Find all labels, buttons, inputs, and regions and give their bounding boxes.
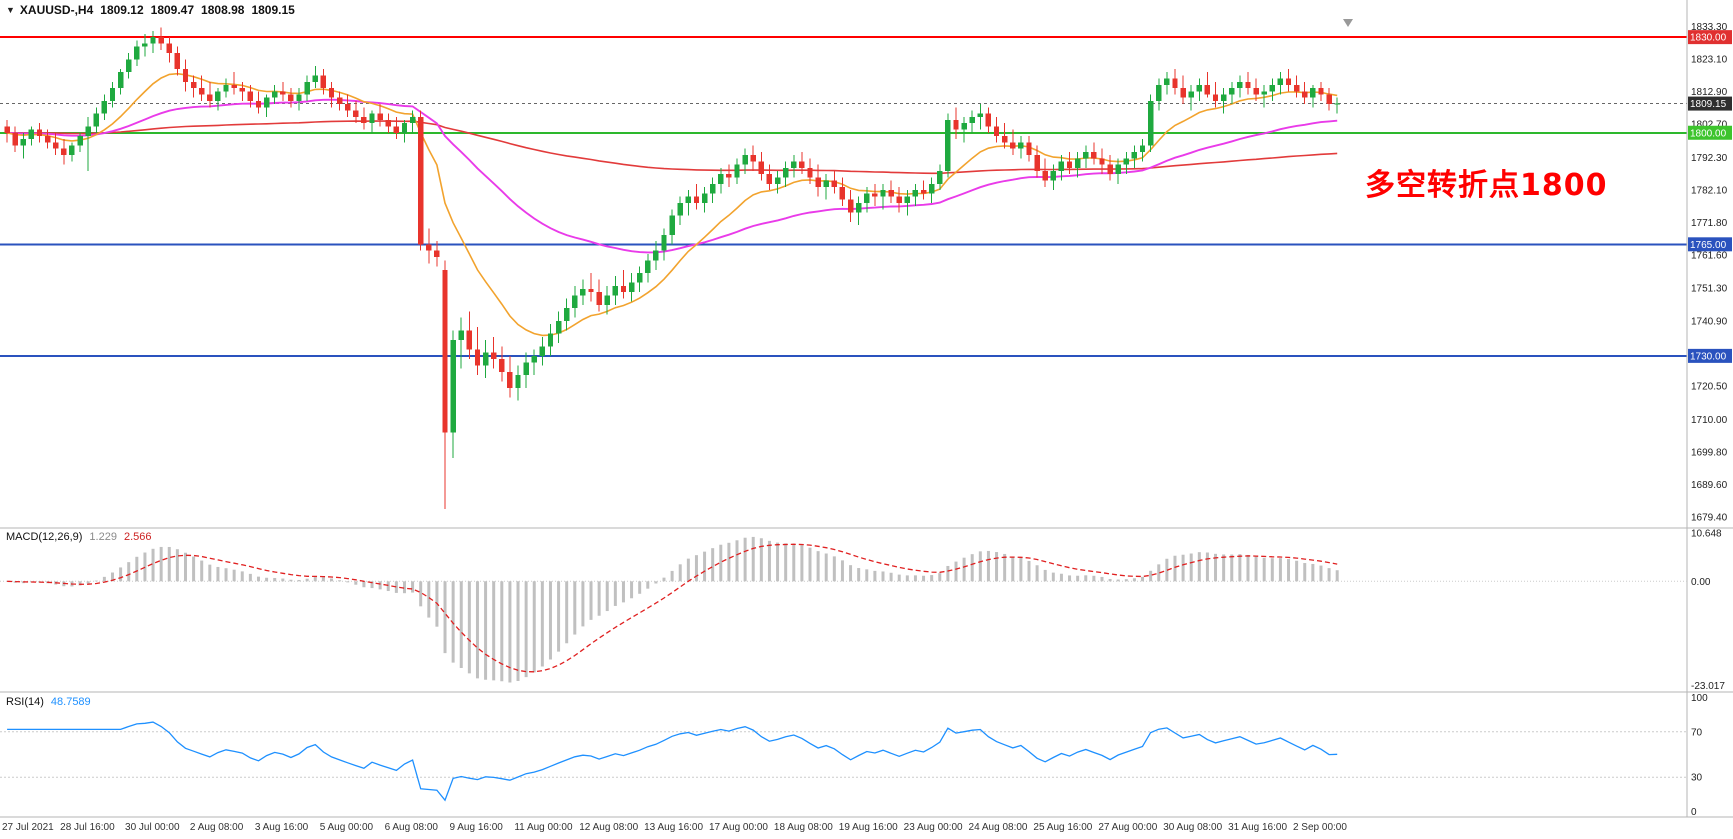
macd-main-value: 1.229 (89, 531, 117, 543)
svg-text:19 Aug 16:00: 19 Aug 16:00 (839, 822, 898, 833)
svg-text:1679.40: 1679.40 (1691, 513, 1728, 524)
svg-text:25 Aug 16:00: 25 Aug 16:00 (1033, 822, 1092, 833)
svg-text:28 Jul 16:00: 28 Jul 16:00 (60, 822, 115, 833)
svg-text:23 Aug 00:00: 23 Aug 00:00 (904, 822, 963, 833)
one-click-trading-toggle[interactable]: ▼ (6, 5, 15, 15)
svg-text:1699.80: 1699.80 (1691, 448, 1728, 459)
rsi-indicator-label: RSI(14) 48.7589 (6, 696, 98, 708)
svg-text:10.648: 10.648 (1691, 529, 1722, 540)
svg-text:30 Aug 08:00: 30 Aug 08:00 (1163, 822, 1222, 833)
price-badge: 1830.00 (1688, 30, 1732, 45)
ohlc-close: 1809.15 (251, 3, 295, 17)
svg-text:13 Aug 16:00: 13 Aug 16:00 (644, 822, 703, 833)
symbol-period-label: XAUUSD-,H4 (19, 3, 94, 17)
rsi-pane[interactable] (0, 721, 1687, 802)
svg-text:2 Aug 08:00: 2 Aug 08:00 (190, 822, 244, 833)
svg-text:17 Aug 00:00: 17 Aug 00:00 (709, 822, 768, 833)
macd-name: MACD(12,26,9) (6, 531, 83, 543)
svg-text:27 Aug 00:00: 27 Aug 00:00 (1098, 822, 1157, 833)
chart-shift-marker[interactable] (1343, 19, 1353, 27)
price-axis[interactable]: 1833.30 1823.10 1812.90 1802.70 1792.30 1782.… (1691, 22, 1728, 818)
price-badge: 1765.00 (1688, 237, 1732, 252)
macd-signal-value: 2.566 (123, 531, 152, 543)
rsi-line (7, 721, 1338, 802)
svg-text:70: 70 (1691, 727, 1703, 738)
horizontal-level-lines (0, 36, 1687, 357)
svg-text:11 Aug 00:00: 11 Aug 00:00 (514, 822, 573, 833)
svg-text:1833.30: 1833.30 (1691, 22, 1728, 33)
svg-text:1740.90: 1740.90 (1691, 317, 1728, 328)
macd-indicator-label: MACD(12,26,9) 1.229 2.566 (6, 531, 158, 543)
rsi-name: RSI(14) (6, 696, 44, 708)
chart-title-overlay: ▼ XAUUSD-,H4 1809.12 1809.47 1808.98 180… (6, 3, 295, 17)
svg-text:1823.10: 1823.10 (1691, 55, 1728, 66)
svg-text:1771.80: 1771.80 (1691, 218, 1728, 229)
price-axis-badges: 1830.00 1800.00 1765.00 1730.00 1809.15 (1688, 30, 1732, 363)
svg-text:18 Aug 08:00: 18 Aug 08:00 (774, 822, 833, 833)
svg-text:31 Aug 16:00: 31 Aug 16:00 (1228, 822, 1287, 833)
svg-text:1689.60: 1689.60 (1691, 480, 1728, 491)
svg-text:24 Aug 08:00: 24 Aug 08:00 (969, 822, 1028, 833)
annotation-text: 多空转折点1800 (1365, 168, 1608, 203)
svg-text:1761.60: 1761.60 (1691, 251, 1728, 262)
svg-text:1802.70: 1802.70 (1691, 120, 1728, 131)
svg-text:30 Jul 00:00: 30 Jul 00:00 (125, 822, 180, 833)
macd-signal-line (7, 543, 1338, 673)
ohlc-low: 1808.98 (201, 3, 245, 17)
svg-text:0.00: 0.00 (1691, 577, 1711, 588)
macd-pane[interactable] (0, 536, 1687, 683)
svg-text:1800.00: 1800.00 (1690, 128, 1727, 139)
svg-text:1751.30: 1751.30 (1691, 283, 1728, 294)
candles (4, 27, 1340, 509)
svg-text:1730.00: 1730.00 (1690, 351, 1727, 362)
slow-ma-line (7, 120, 1338, 175)
svg-text:1809.15: 1809.15 (1690, 99, 1727, 110)
svg-text:1782.10: 1782.10 (1691, 185, 1728, 196)
moving-average-lines (6, 72, 1338, 337)
fast-ma-line (6, 72, 1338, 337)
svg-text:12 Aug 08:00: 12 Aug 08:00 (579, 822, 638, 833)
price-badge: 1809.15 (1688, 96, 1732, 111)
pane-separators[interactable] (0, 0, 1733, 818)
svg-text:30: 30 (1691, 773, 1703, 784)
mid-ma-line (7, 98, 1338, 254)
svg-text:1812.90: 1812.90 (1691, 87, 1728, 98)
svg-text:3 Aug 16:00: 3 Aug 16:00 (255, 822, 309, 833)
svg-text:1710.00: 1710.00 (1691, 415, 1728, 426)
price-badge: 1800.00 (1688, 125, 1732, 140)
svg-text:2 Sep 00:00: 2 Sep 00:00 (1293, 822, 1347, 833)
svg-text:100: 100 (1691, 693, 1708, 704)
ohlc-high: 1809.47 (150, 3, 195, 17)
svg-text:-23.017: -23.017 (1691, 681, 1725, 692)
svg-text:27 Jul 2021: 27 Jul 2021 (2, 822, 54, 833)
svg-text:0: 0 (1691, 807, 1697, 818)
svg-text:6 Aug 08:00: 6 Aug 08:00 (385, 822, 439, 833)
svg-text:9 Aug 16:00: 9 Aug 16:00 (449, 822, 503, 833)
svg-text:1830.00: 1830.00 (1690, 33, 1727, 44)
price-badge: 1730.00 (1688, 348, 1732, 363)
svg-text:1720.50: 1720.50 (1691, 382, 1728, 393)
rsi-value: 48.7589 (50, 696, 91, 708)
time-axis[interactable]: 27 Jul 2021 28 Jul 16:00 30 Jul 00:00 2 Aug… (2, 822, 1347, 833)
svg-text:5 Aug 00:00: 5 Aug 00:00 (320, 822, 374, 833)
svg-text:1765.00: 1765.00 (1690, 240, 1727, 251)
svg-text:1792.30: 1792.30 (1691, 153, 1728, 164)
ohlc-open: 1809.12 (100, 3, 144, 17)
